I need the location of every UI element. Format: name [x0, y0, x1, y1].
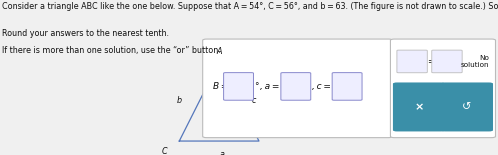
- FancyBboxPatch shape: [281, 73, 311, 100]
- Text: °: °: [254, 82, 259, 91]
- FancyBboxPatch shape: [224, 73, 253, 100]
- Text: a: a: [219, 150, 224, 155]
- Text: =: =: [427, 57, 434, 66]
- Text: b: b: [177, 96, 182, 105]
- Text: B =: B =: [213, 82, 228, 91]
- FancyBboxPatch shape: [441, 82, 493, 131]
- Text: ↺: ↺: [462, 102, 472, 112]
- FancyBboxPatch shape: [203, 39, 392, 138]
- FancyBboxPatch shape: [397, 50, 427, 73]
- Text: C: C: [161, 147, 167, 155]
- Text: , a =: , a =: [260, 82, 280, 91]
- Text: No
solution: No solution: [461, 55, 489, 68]
- Text: A: A: [216, 47, 222, 56]
- Text: Round your answers to the nearest tenth.: Round your answers to the nearest tenth.: [2, 29, 169, 38]
- FancyBboxPatch shape: [432, 50, 462, 73]
- FancyBboxPatch shape: [390, 39, 496, 138]
- Text: Consider a triangle ABC like the one below. Suppose that A = 54°, C = 56°, and b: Consider a triangle ABC like the one bel…: [2, 2, 498, 11]
- Text: c: c: [251, 96, 256, 105]
- Text: If there is more than one solution, use the “or” button.: If there is more than one solution, use …: [2, 46, 221, 55]
- Text: ×: ×: [414, 102, 424, 112]
- FancyBboxPatch shape: [332, 73, 362, 100]
- FancyBboxPatch shape: [393, 82, 445, 131]
- Text: , c =: , c =: [312, 82, 331, 91]
